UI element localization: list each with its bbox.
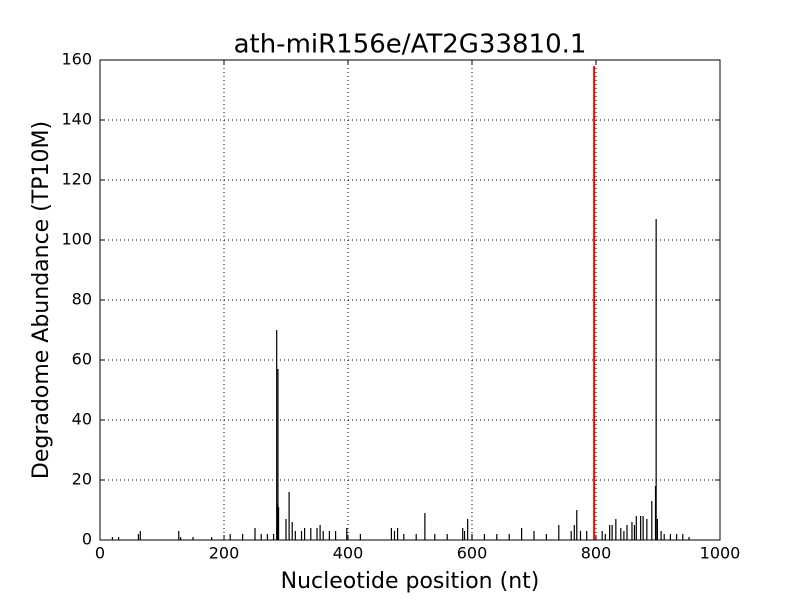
y-tick-label: 40: [72, 410, 92, 429]
x-axis-label: Nucleotide position (nt): [281, 569, 540, 594]
y-tick-label: 140: [61, 110, 92, 129]
y-tick-label: 80: [72, 290, 92, 309]
plot-frame: [99, 59, 721, 541]
x-tick-label: 0: [95, 544, 105, 563]
y-tick-label: 60: [72, 350, 92, 369]
x-tick-label: 200: [209, 544, 240, 563]
chart-title: ath-miR156e/AT2G33810.1: [234, 30, 587, 60]
y-tick-label: 100: [61, 230, 92, 249]
y-tick-label: 20: [72, 470, 92, 489]
y-tick-label: 0: [82, 530, 92, 549]
x-tick-label: 800: [581, 544, 612, 563]
y-axis-label: Degradome Abundance (TP10M): [29, 121, 54, 479]
x-tick-label: 1000: [700, 544, 741, 563]
x-tick-label: 600: [457, 544, 488, 563]
x-tick-label: 400: [333, 544, 364, 563]
y-tick-label: 120: [61, 170, 92, 189]
y-tick-label: 160: [61, 50, 92, 69]
